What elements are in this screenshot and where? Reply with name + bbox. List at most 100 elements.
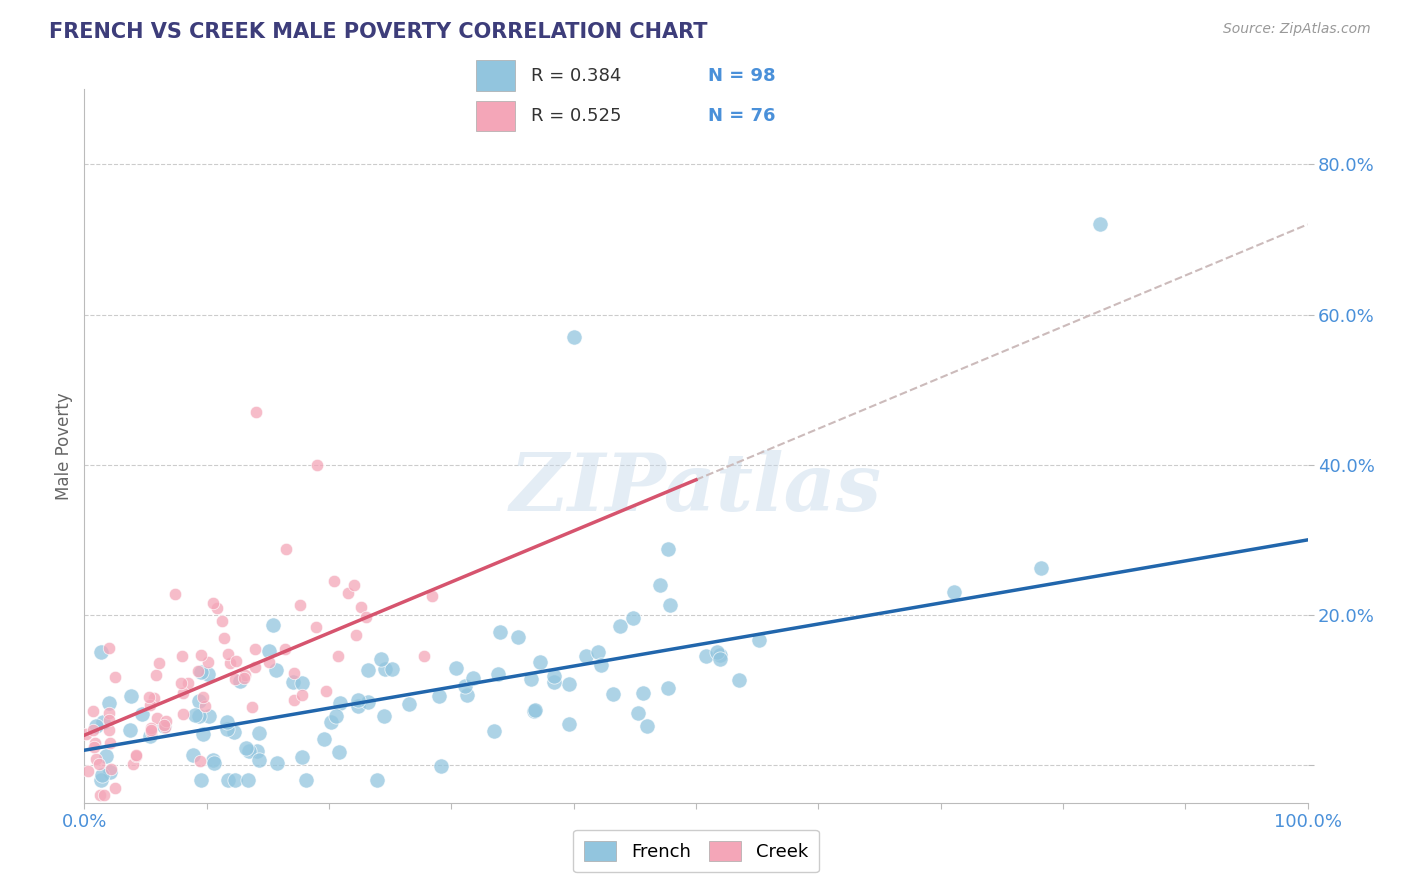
Point xyxy=(89,789,111,803)
Point xyxy=(486,666,509,681)
Point xyxy=(98,736,121,750)
Point xyxy=(586,645,609,659)
Point xyxy=(558,676,581,690)
Point xyxy=(155,714,177,728)
Point xyxy=(398,697,420,711)
Point xyxy=(82,704,104,718)
Point xyxy=(191,690,214,704)
Point xyxy=(304,620,326,634)
Point xyxy=(98,723,121,737)
Point xyxy=(84,752,107,766)
Point xyxy=(212,632,235,646)
Point xyxy=(118,723,141,737)
Point xyxy=(188,694,211,708)
Point xyxy=(636,718,658,732)
Point xyxy=(657,541,679,556)
Point xyxy=(373,709,395,723)
FancyBboxPatch shape xyxy=(475,101,515,131)
Point xyxy=(264,664,287,678)
Point xyxy=(257,655,280,669)
Point xyxy=(194,699,217,714)
Text: Source: ZipAtlas.com: Source: ZipAtlas.com xyxy=(1223,22,1371,37)
Point xyxy=(429,759,451,773)
Point xyxy=(453,679,475,693)
Point xyxy=(942,584,965,599)
Point xyxy=(631,686,654,700)
Point xyxy=(215,715,238,730)
Point xyxy=(170,676,193,690)
Point xyxy=(728,673,751,687)
Point xyxy=(366,773,388,788)
Point xyxy=(240,699,263,714)
Legend: French, Creek: French, Creek xyxy=(574,830,818,872)
Y-axis label: Male Poverty: Male Poverty xyxy=(55,392,73,500)
Point xyxy=(709,652,731,666)
Point xyxy=(84,736,107,750)
Point xyxy=(325,708,347,723)
Point xyxy=(506,630,529,644)
Point xyxy=(558,716,581,731)
Point xyxy=(145,667,167,681)
Point xyxy=(91,715,114,730)
Point xyxy=(370,652,392,666)
Point xyxy=(153,719,176,733)
Point xyxy=(274,641,297,656)
Point xyxy=(190,648,212,662)
Point xyxy=(236,773,259,788)
Point xyxy=(229,673,252,688)
Point xyxy=(290,599,312,613)
Point xyxy=(461,671,484,685)
Point xyxy=(266,756,288,771)
Point xyxy=(124,747,146,762)
Point xyxy=(139,723,162,738)
Point xyxy=(543,675,565,690)
Point xyxy=(202,596,225,610)
FancyBboxPatch shape xyxy=(475,61,515,91)
Point xyxy=(89,757,111,772)
Point xyxy=(96,748,118,763)
Point xyxy=(235,741,257,756)
Point xyxy=(190,773,212,788)
Point xyxy=(562,330,585,344)
Point xyxy=(232,671,254,685)
Point xyxy=(202,753,225,767)
Point xyxy=(97,696,120,710)
Point xyxy=(238,744,260,758)
Point xyxy=(326,648,349,663)
Point xyxy=(657,681,679,695)
Point xyxy=(187,664,209,678)
Point xyxy=(283,693,305,707)
Point xyxy=(249,753,271,767)
Point xyxy=(706,645,728,659)
Point xyxy=(139,725,162,739)
Point xyxy=(224,773,246,788)
Point xyxy=(350,599,373,614)
Point xyxy=(97,714,120,728)
Text: ZIPatlas: ZIPatlas xyxy=(510,450,882,527)
Point xyxy=(484,724,506,739)
Point xyxy=(322,574,344,589)
Point xyxy=(456,688,478,702)
Point xyxy=(591,657,613,672)
Point xyxy=(76,764,98,778)
Point xyxy=(211,614,233,628)
Point xyxy=(523,704,546,718)
Point xyxy=(276,541,298,556)
Point xyxy=(413,649,436,664)
Point xyxy=(427,690,450,704)
Point xyxy=(121,756,143,771)
Point xyxy=(344,628,367,642)
Point xyxy=(103,780,125,795)
Point xyxy=(176,675,198,690)
Point xyxy=(347,692,370,706)
Point xyxy=(170,649,193,664)
Point xyxy=(444,661,467,675)
Point xyxy=(336,586,359,600)
Point xyxy=(91,768,114,782)
Point xyxy=(233,668,256,682)
Point xyxy=(374,662,396,676)
Point xyxy=(650,578,672,592)
Point xyxy=(100,762,122,776)
Point xyxy=(315,683,337,698)
Point xyxy=(138,690,160,704)
